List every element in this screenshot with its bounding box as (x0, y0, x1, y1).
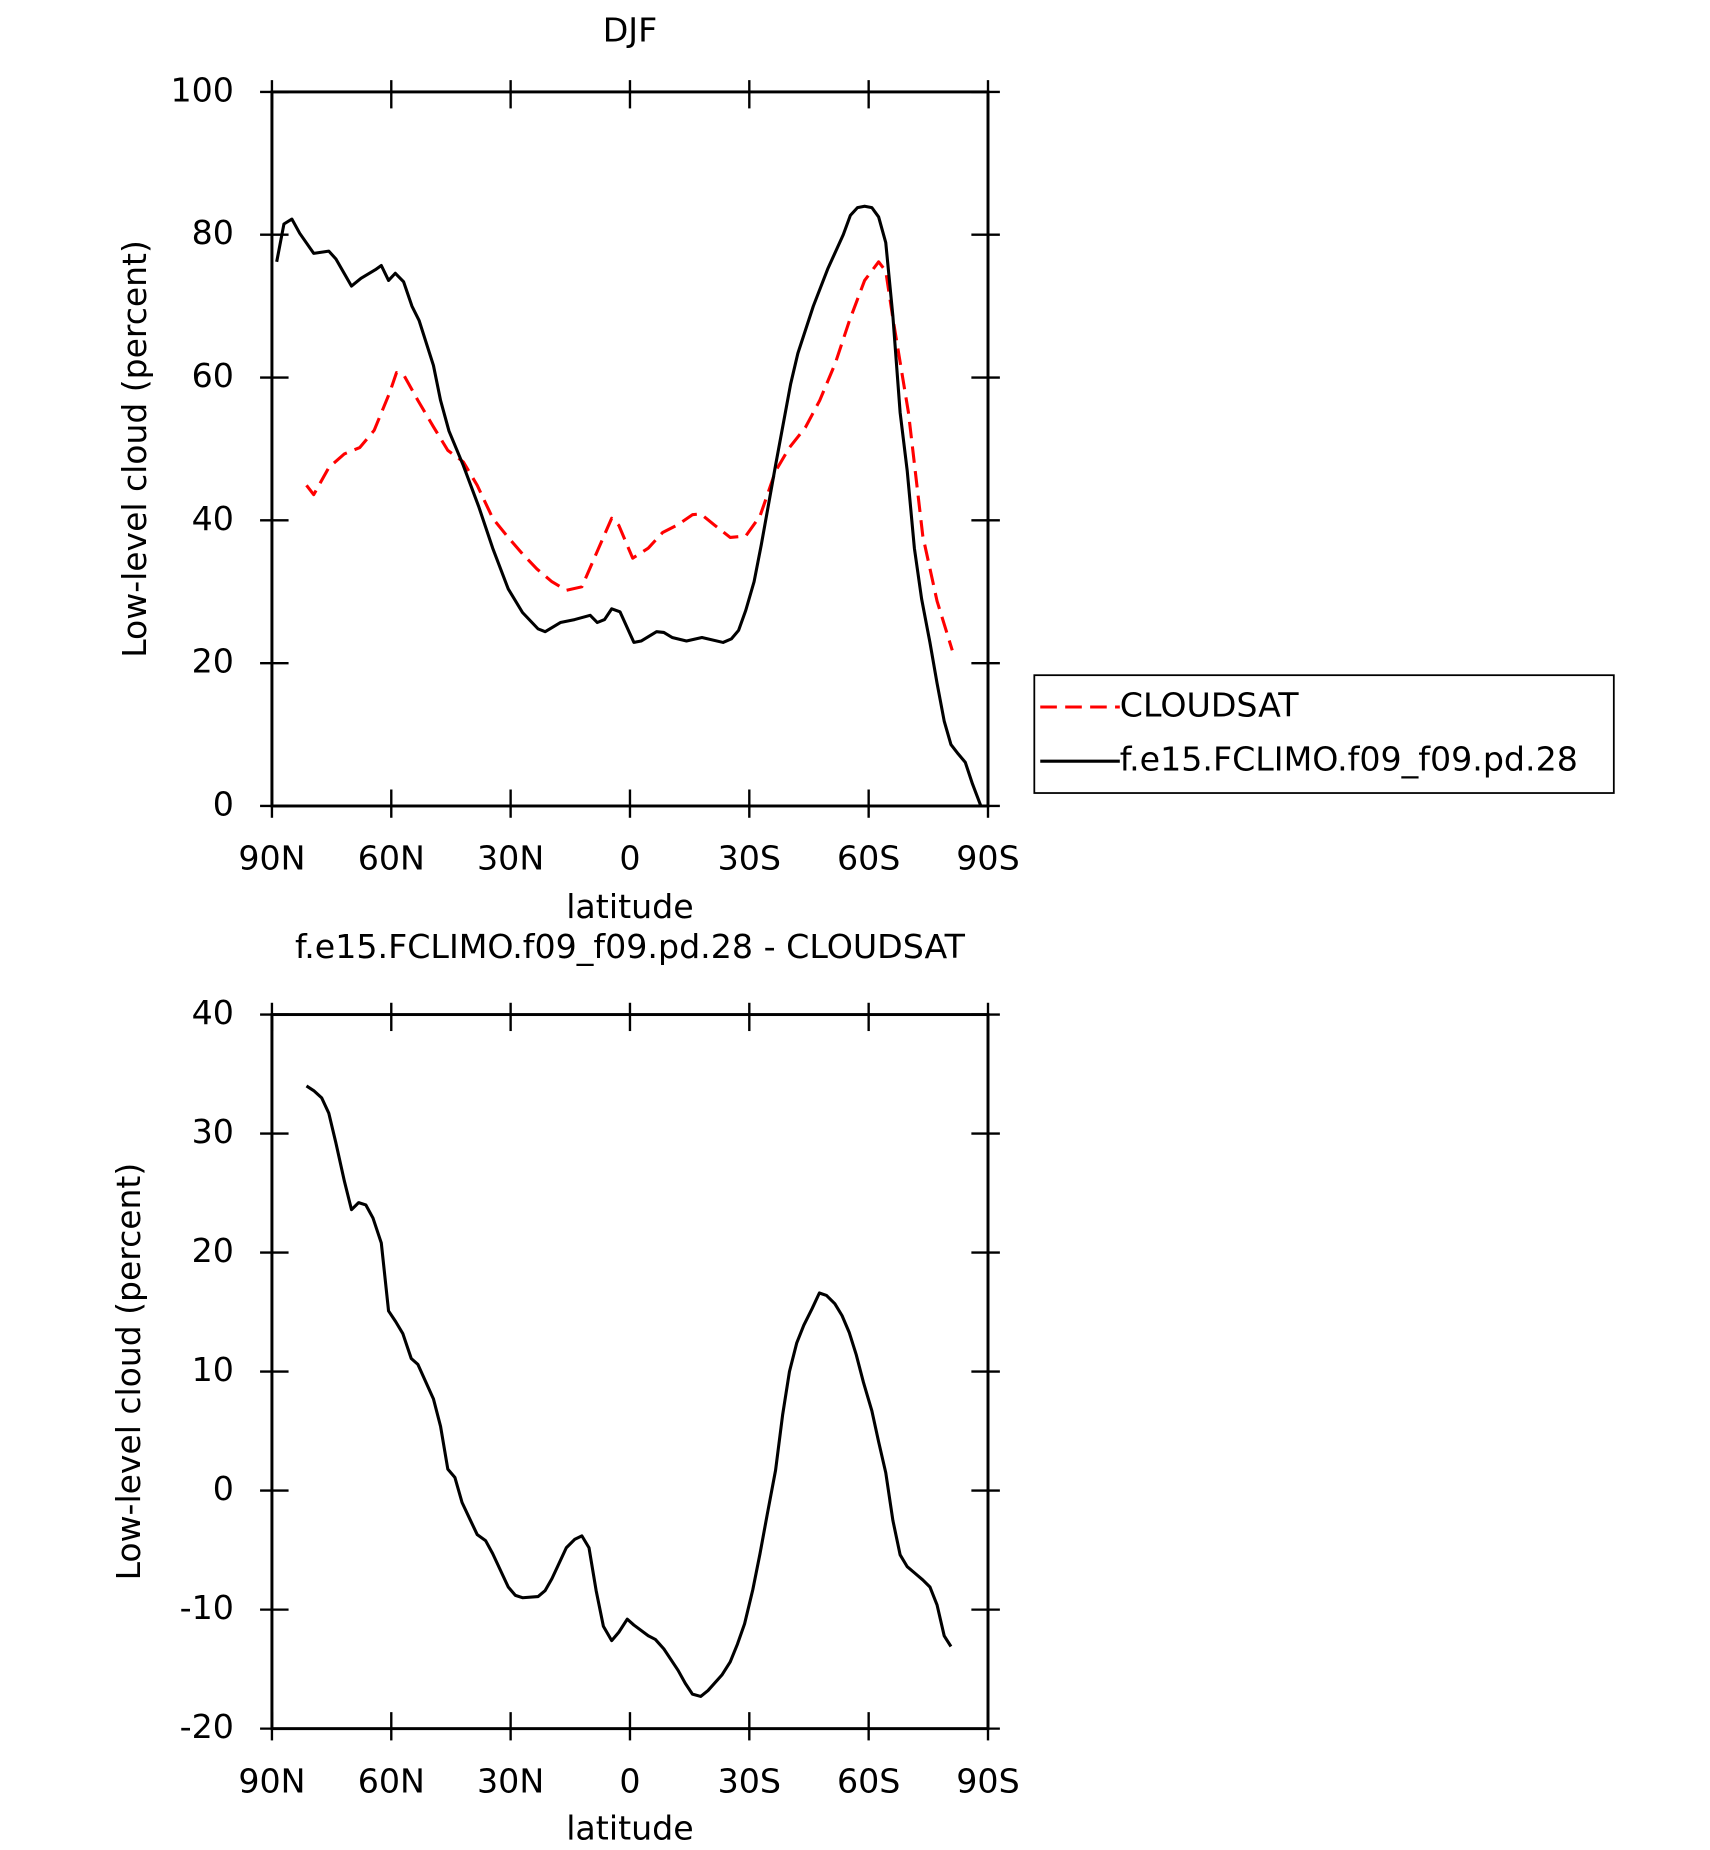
data-line (305, 260, 954, 651)
x-axis-label: latitude (566, 887, 694, 926)
y-tick-label: 40 (192, 993, 234, 1032)
legend-label: CLOUDSAT (1120, 686, 1300, 725)
x-tick-label: 60S (837, 1761, 900, 1800)
y-axis-label: Low-level cloud (percent) (115, 240, 154, 658)
data-line (305, 1084, 953, 1698)
y-tick-label: 100 (170, 70, 233, 109)
x-tick-label: 0 (619, 839, 640, 878)
plot-frame (270, 90, 990, 808)
x-tick-label: 60N (358, 839, 425, 878)
x-tick-label: 90N (238, 839, 305, 878)
x-tick-label: 90S (956, 1761, 1019, 1800)
plot: f.e15.FCLIMO.f09_f09.pd.28 - CLOUDSAT lat… (109, 927, 1020, 1847)
x-tick-label: 30N (477, 839, 544, 878)
chart-title: f.e15.FCLIMO.f09_f09.pd.28 - CLOUDSAT (295, 927, 966, 966)
legend-label: f.e15.FCLIMO.f09_f09.pd.28 (1120, 740, 1578, 779)
y-tick-label: 20 (192, 1231, 234, 1270)
y-tick-label: 20 (192, 642, 234, 681)
x-axis-label: latitude (566, 1809, 694, 1848)
x-tick-label: 30N (477, 1761, 544, 1800)
x-tick-label: 60N (358, 1761, 425, 1800)
plot-frame (270, 1013, 990, 1731)
y-tick-label: 10 (192, 1350, 234, 1389)
y-tick-label: 60 (192, 356, 234, 395)
x-tick-label: 30S (718, 839, 781, 878)
plot: DJF latitude Low-level cloud (percent) 90N 6… (115, 10, 1615, 926)
y-axis-label: Low-level cloud (percent) (109, 1163, 148, 1581)
x-tick-label: 90N (238, 1761, 305, 1800)
x-tick-label: 90S (956, 839, 1019, 878)
y-tick-label: 40 (192, 499, 234, 538)
y-tick-label: 80 (192, 213, 234, 252)
x-tick-label: 60S (837, 839, 900, 878)
y-tick-label: 0 (213, 785, 234, 824)
y-tick-label: -10 (180, 1588, 234, 1627)
data-line (275, 204, 983, 807)
y-tick-label: 30 (192, 1112, 234, 1151)
x-tick-label: 30S (718, 1761, 781, 1800)
y-tick-label: -20 (180, 1707, 234, 1746)
legend-box (1033, 674, 1615, 794)
y-tick-label: 0 (213, 1469, 234, 1508)
x-tick-label: 0 (619, 1761, 640, 1800)
chart-title: DJF (603, 10, 658, 49)
